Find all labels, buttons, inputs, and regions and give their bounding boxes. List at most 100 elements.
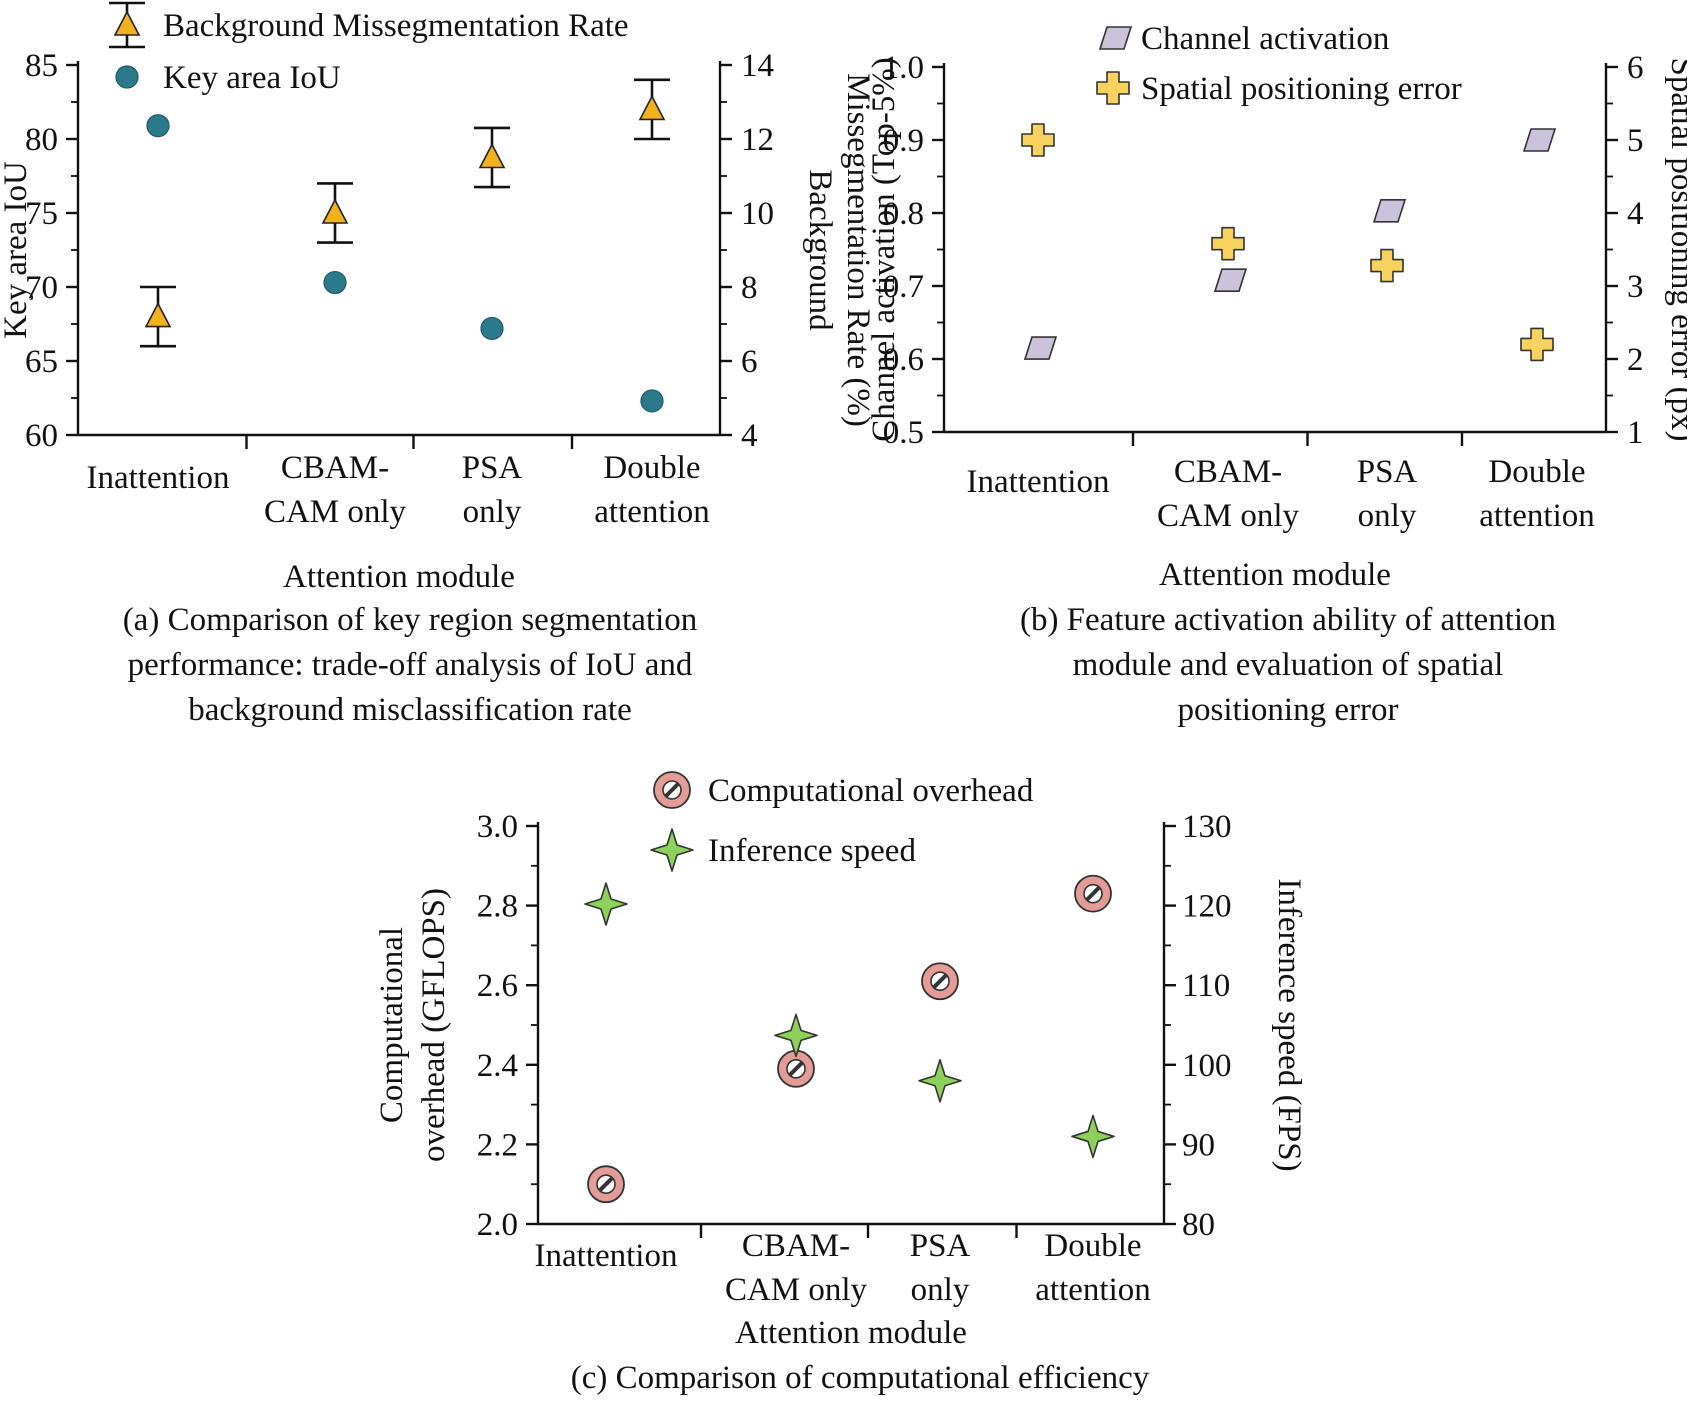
legend-entry: Background Missegmentation Rate (109, 1, 629, 49)
figure-caption: (a) Comparison of key region segmentatio… (123, 602, 698, 638)
figure-caption: performance: trade-off analysis of IoU a… (128, 647, 693, 683)
x-tick-label: only (911, 1272, 970, 1308)
left-tick-label: 85 (25, 48, 58, 84)
right-tick-label: 130 (1182, 809, 1232, 845)
point-cross (1211, 226, 1245, 261)
left-axis-label: overhead (GFLOPS) (416, 888, 452, 1162)
x-tick-label: PSA (910, 1228, 971, 1264)
x-tick-label: CBAM- (742, 1228, 850, 1264)
right-tick-label: 14 (741, 48, 774, 84)
left-tick-label: 2.2 (477, 1127, 518, 1163)
left-tick-label: 0.8 (883, 196, 924, 232)
point-star4 (774, 1013, 818, 1058)
point-triangle (478, 142, 506, 169)
right-axis-label: Inference speed (FPS) (1271, 878, 1307, 1171)
x-axis-label: Attention module (283, 559, 515, 595)
chart-a: 60 65 70 75 80 85 4 6 8 10 12 14 Key area IoU Backgro… (0, 1, 876, 728)
right-tick-label: 4 (1627, 196, 1644, 232)
x-tick-label: CAM only (264, 494, 407, 530)
right-tick-label: 80 (1182, 1207, 1215, 1243)
right-tick-label: 10 (741, 196, 774, 232)
x-axis-label: Attention module (735, 1315, 967, 1351)
left-tick-label: 0.6 (883, 342, 924, 378)
legend-label: Background Missegmentation Rate (163, 8, 629, 44)
x-tick-label: Double (1044, 1228, 1141, 1264)
x-tick-label: CBAM- (281, 450, 389, 486)
point-parallelogram (1522, 128, 1557, 152)
legend-entry: Key area IoU (115, 60, 341, 96)
point-parallelogram (1213, 268, 1248, 292)
x-tick-label: CAM only (1157, 498, 1300, 534)
x-tick-label: Inattention (535, 1238, 678, 1274)
figure-caption: module and evaluation of spatial (1073, 647, 1504, 683)
figure-caption: positioning error (1178, 692, 1399, 728)
x-tick-label: CAM only (725, 1272, 868, 1308)
right-tick-label: 5 (1627, 123, 1644, 159)
right-axis-label: Spatial positioning error (px) (1664, 57, 1687, 441)
legend-entry: Spatial positioning error (1096, 71, 1462, 107)
x-tick-label: Inattention (87, 460, 230, 496)
legend-label: Inference speed (708, 833, 916, 869)
right-tick-label: 6 (1627, 50, 1644, 86)
point-star4 (1071, 1114, 1115, 1159)
left-axis-label: Key area IoU (0, 161, 34, 339)
x-tick-label: PSA (462, 450, 523, 486)
legend-marker (650, 828, 694, 872)
right-tick-label: 120 (1182, 889, 1232, 925)
point-circle (480, 316, 504, 341)
x-tick-label: CBAM- (1174, 454, 1282, 490)
legend-marker (1096, 71, 1130, 105)
left-tick-label: 60 (25, 418, 58, 454)
point-nosign (921, 962, 959, 1001)
x-tick-label: PSA (1357, 454, 1418, 490)
right-tick-label: 12 (741, 122, 774, 158)
x-tick-label: attention (594, 494, 709, 530)
right-tick-label: 90 (1182, 1127, 1215, 1163)
point-circle (146, 114, 170, 138)
left-tick-label: 2.4 (477, 1048, 518, 1084)
legend-label: Channel activation (1141, 21, 1389, 57)
legend-label: Key area IoU (163, 60, 341, 96)
point-triangle (321, 198, 349, 224)
x-tick-label: attention (1479, 498, 1594, 534)
point-star4 (918, 1058, 962, 1103)
right-tick-label: 4 (741, 418, 758, 454)
left-tick-label: 1.0 (883, 50, 924, 86)
right-tick-label: 100 (1182, 1048, 1232, 1084)
legend-marker (1098, 26, 1133, 50)
figure-caption: (c) Comparison of computational efficien… (571, 1360, 1150, 1396)
point-star4 (584, 882, 628, 926)
point-circle (640, 389, 664, 413)
legend-marker (653, 771, 691, 809)
x-tick-label: Inattention (967, 464, 1110, 500)
point-cross (1370, 248, 1404, 283)
x-tick-label: Double (603, 450, 700, 486)
point-cross (1021, 123, 1055, 157)
legend-marker (113, 10, 141, 36)
left-tick-label: 0.5 (883, 415, 924, 451)
point-nosign (777, 1049, 815, 1088)
chart-c: 2.0 2.2 2.4 2.6 2.8 3.0 80 90 100 110 120 130 Comput… (374, 771, 1307, 1396)
left-tick-label: 2.0 (477, 1207, 518, 1243)
left-tick-label: 75 (25, 196, 58, 232)
point-parallelogram (1023, 336, 1058, 360)
left-tick-label: 3.0 (477, 809, 518, 845)
left-tick-label: 70 (25, 270, 58, 306)
point-triangle (638, 94, 666, 121)
left-tick-label: 65 (25, 344, 58, 380)
left-axis-label: Computational (374, 927, 410, 1123)
left-tick-label: 0.7 (883, 269, 924, 305)
left-tick-label: 2.8 (477, 889, 518, 925)
figure-caption: background misclassification rate (188, 692, 632, 728)
left-tick-label: 2.6 (477, 968, 518, 1004)
x-tick-label: Double (1488, 454, 1585, 490)
point-circle (323, 270, 347, 295)
right-tick-label: 8 (741, 270, 758, 306)
left-tick-label: 80 (25, 122, 58, 158)
right-tick-label: 6 (741, 344, 758, 380)
legend-marker (115, 65, 139, 89)
left-axis-label: Channel activation (Top-5%) (866, 57, 902, 441)
chart-b: 0.5 0.6 0.7 0.8 0.9 1.0 1 2 3 4 5 6 Channel activati… (866, 21, 1687, 728)
point-cross (1520, 327, 1554, 362)
